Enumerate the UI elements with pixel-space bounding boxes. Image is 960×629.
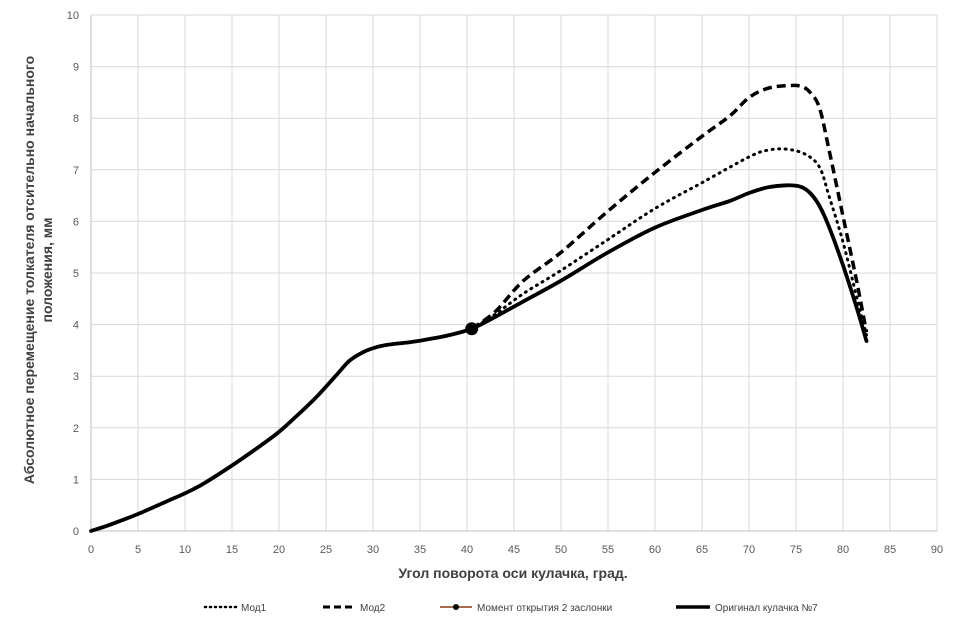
y-tick-label: 0 (73, 526, 79, 538)
series-mod2-line (470, 83, 869, 333)
legend-label-mod1: Мод1 (241, 603, 267, 614)
x-tick-label: 25 (320, 544, 332, 556)
y-tick-label: 8 (73, 113, 79, 125)
x-tick-label: 85 (884, 544, 896, 556)
grid (90, 14, 938, 532)
x-tick-label: 80 (837, 544, 849, 556)
legend-item-mod2: Мод2 (323, 603, 386, 614)
x-axis-ticks: 0 5 10 15 20 25 30 35 40 45 50 55 60 65 70 75 80 85 90 (88, 544, 943, 556)
y-tick-label: 5 (73, 268, 79, 280)
x-tick-label: 50 (555, 544, 567, 556)
legend-label-valve-moment: Момент открытия 2 заслонки (477, 603, 612, 614)
y-tick-label: 6 (73, 216, 79, 228)
y-tick-label: 1 (73, 474, 79, 486)
series-mod1-line (470, 147, 868, 337)
x-tick-label: 60 (649, 544, 661, 556)
x-tick-label: 5 (135, 544, 141, 556)
y-tick-label: 2 (73, 423, 79, 435)
x-tick-label: 75 (790, 544, 802, 556)
valve-opening-point (465, 322, 479, 336)
x-tick-label: 70 (743, 544, 755, 556)
x-tick-label: 40 (461, 544, 473, 556)
x-tick-label: 55 (602, 544, 614, 556)
legend-item-valve-moment: Момент открытия 2 заслонки (440, 603, 612, 614)
x-tick-label: 0 (88, 544, 94, 556)
y-tick-label: 3 (73, 371, 79, 383)
legend: Мод1 Мод2 Момент открытия 2 заслонки Ори… (203, 603, 818, 614)
legend-item-mod1: Мод1 (203, 603, 267, 614)
series-original-cam-line (89, 183, 869, 533)
y-axis-title-line-1: Абсолютное перемещение толкателя отсител… (21, 56, 37, 484)
y-tick-label: 4 (73, 320, 79, 332)
legend-item-original-cam: Оригинал кулачка №7 (676, 603, 818, 614)
plot-area (90, 15, 937, 532)
x-axis-title: Угол поворота оси кулачка, град. (398, 565, 627, 581)
x-tick-label: 30 (367, 544, 379, 556)
series-layer (89, 83, 869, 533)
x-tick-label: 90 (931, 544, 943, 556)
x-tick-label: 45 (508, 544, 520, 556)
legend-label-original-cam: Оригинал кулачка №7 (715, 603, 818, 614)
y-tick-label: 9 (73, 62, 79, 74)
y-axis-ticks: 0 1 2 3 4 5 6 7 8 9 10 (67, 10, 79, 538)
y-axis-title-line-2: положения, мм (39, 218, 55, 323)
x-tick-label: 35 (414, 544, 426, 556)
x-tick-label: 20 (273, 544, 285, 556)
x-tick-label: 15 (226, 544, 238, 556)
x-tick-label: 65 (696, 544, 708, 556)
y-tick-label: 7 (73, 165, 79, 177)
y-axis-title: Абсолютное перемещение толкателя отсител… (21, 56, 55, 484)
y-tick-label: 10 (67, 10, 79, 22)
legend-label-mod2: Мод2 (360, 603, 386, 614)
x-tick-label: 10 (179, 544, 191, 556)
